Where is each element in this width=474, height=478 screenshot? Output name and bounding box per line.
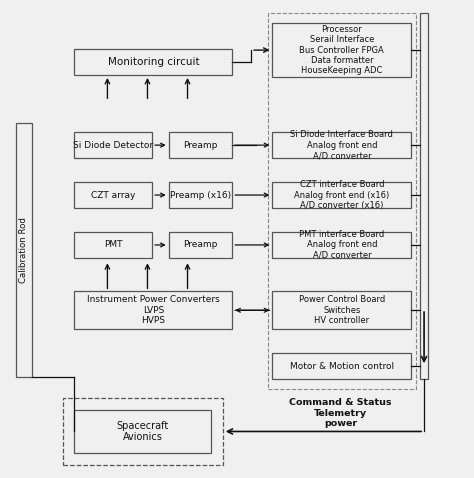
Bar bbox=[74, 410, 211, 453]
Text: Power Control Board
Switches
HV controller: Power Control Board Switches HV controll… bbox=[299, 295, 385, 325]
Bar bbox=[268, 13, 416, 389]
Bar bbox=[74, 291, 232, 329]
Bar bbox=[74, 182, 152, 208]
Text: Monitoring circuit: Monitoring circuit bbox=[108, 57, 199, 67]
Bar bbox=[273, 132, 411, 158]
Bar bbox=[169, 232, 232, 258]
Bar bbox=[169, 182, 232, 208]
Text: PMT: PMT bbox=[104, 240, 123, 250]
Text: Si Diode Interface Board
Analog front end
A/D converter: Si Diode Interface Board Analog front en… bbox=[291, 130, 393, 160]
Text: Preamp (x16): Preamp (x16) bbox=[170, 191, 231, 199]
Text: Processor
Serail Interface
Bus Controller FPGA
Data formatter
HouseKeeping ADC: Processor Serail Interface Bus Controlle… bbox=[300, 25, 384, 76]
Text: Command & Status
Telemetry
power: Command & Status Telemetry power bbox=[290, 398, 392, 428]
Text: Preamp: Preamp bbox=[183, 141, 218, 150]
Bar bbox=[169, 132, 232, 158]
Bar bbox=[273, 232, 411, 258]
Text: PMT interface Board
Analog front end
A/D converter: PMT interface Board Analog front end A/D… bbox=[299, 230, 384, 260]
Bar bbox=[273, 291, 411, 329]
Bar bbox=[273, 182, 411, 208]
Text: Instrument Power Converters
LVPS
HVPS: Instrument Power Converters LVPS HVPS bbox=[87, 295, 220, 325]
Bar bbox=[273, 23, 411, 77]
Text: CZT interface Board
Analog front end (x16)
A/D converter (x16): CZT interface Board Analog front end (x1… bbox=[294, 180, 390, 210]
Bar bbox=[273, 353, 411, 379]
Text: Si Diode Detector: Si Diode Detector bbox=[73, 141, 154, 150]
Bar bbox=[74, 132, 152, 158]
Text: Spacecraft
Avionics: Spacecraft Avionics bbox=[117, 421, 169, 442]
Bar bbox=[74, 232, 152, 258]
Bar bbox=[74, 49, 232, 75]
Bar bbox=[16, 122, 32, 377]
Text: CZT array: CZT array bbox=[91, 191, 136, 199]
Bar bbox=[63, 398, 223, 465]
Text: Calibration Rod: Calibration Rod bbox=[19, 217, 28, 282]
Bar bbox=[420, 13, 428, 379]
Text: Motor & Motion control: Motor & Motion control bbox=[290, 362, 394, 370]
Text: Preamp: Preamp bbox=[183, 240, 218, 250]
